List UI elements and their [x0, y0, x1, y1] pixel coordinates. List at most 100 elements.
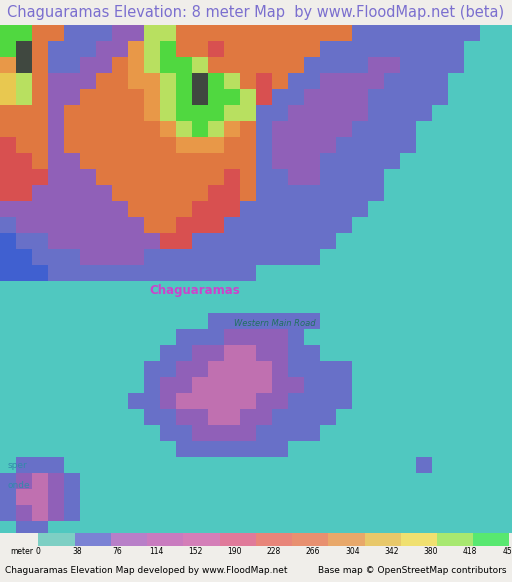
- Bar: [96, 377, 112, 393]
- Bar: [256, 329, 272, 345]
- Bar: [352, 505, 368, 521]
- Bar: [144, 185, 160, 201]
- Bar: [80, 217, 96, 233]
- Bar: [240, 105, 256, 121]
- Bar: [368, 185, 384, 201]
- Bar: [208, 409, 224, 425]
- Bar: [288, 329, 304, 345]
- Bar: [96, 57, 112, 73]
- Bar: [224, 249, 240, 265]
- Bar: [16, 409, 32, 425]
- Bar: [416, 505, 432, 521]
- Bar: [352, 329, 368, 345]
- Bar: [112, 265, 128, 281]
- Bar: [304, 105, 320, 121]
- Bar: [272, 89, 288, 105]
- Bar: [368, 233, 384, 249]
- Bar: [320, 409, 336, 425]
- Bar: [384, 73, 400, 89]
- Bar: [320, 137, 336, 153]
- Bar: [176, 217, 192, 233]
- Bar: [32, 457, 48, 473]
- Bar: [304, 425, 320, 441]
- Bar: [80, 185, 96, 201]
- Bar: [416, 25, 432, 41]
- Bar: [432, 121, 448, 137]
- Bar: [288, 457, 304, 473]
- Bar: [496, 121, 512, 137]
- Bar: [0, 121, 16, 137]
- Bar: [192, 153, 208, 169]
- Bar: [304, 185, 320, 201]
- Bar: [48, 169, 64, 185]
- Bar: [416, 201, 432, 217]
- Bar: [80, 409, 96, 425]
- Bar: [32, 153, 48, 169]
- Bar: [496, 137, 512, 153]
- Bar: [432, 425, 448, 441]
- Bar: [336, 233, 352, 249]
- Bar: [80, 137, 96, 153]
- Bar: [256, 281, 272, 297]
- Bar: [224, 217, 240, 233]
- Bar: [272, 457, 288, 473]
- Bar: [16, 169, 32, 185]
- Bar: [256, 41, 272, 57]
- Bar: [192, 377, 208, 393]
- Bar: [496, 265, 512, 281]
- Bar: [320, 169, 336, 185]
- Bar: [432, 393, 448, 409]
- Bar: [496, 153, 512, 169]
- Bar: [192, 489, 208, 505]
- Bar: [32, 377, 48, 393]
- Bar: [432, 329, 448, 345]
- Bar: [384, 345, 400, 361]
- Bar: [32, 425, 48, 441]
- Bar: [176, 41, 192, 57]
- Bar: [64, 313, 80, 329]
- Bar: [480, 441, 496, 457]
- Bar: [96, 297, 112, 313]
- Bar: [432, 201, 448, 217]
- Bar: [208, 505, 224, 521]
- Bar: [96, 185, 112, 201]
- Bar: [448, 297, 464, 313]
- Bar: [240, 153, 256, 169]
- Text: meter: meter: [10, 547, 33, 556]
- Bar: [64, 329, 80, 345]
- Bar: [416, 105, 432, 121]
- Bar: [464, 265, 480, 281]
- Bar: [144, 137, 160, 153]
- Bar: [176, 457, 192, 473]
- Bar: [176, 297, 192, 313]
- Bar: [400, 169, 416, 185]
- Bar: [304, 393, 320, 409]
- Bar: [240, 377, 256, 393]
- Bar: [16, 505, 32, 521]
- Bar: [352, 153, 368, 169]
- Bar: [480, 169, 496, 185]
- Bar: [208, 329, 224, 345]
- Bar: [448, 441, 464, 457]
- Bar: [224, 313, 240, 329]
- Bar: [288, 345, 304, 361]
- Bar: [480, 89, 496, 105]
- Bar: [224, 41, 240, 57]
- Bar: [432, 89, 448, 105]
- Bar: [96, 425, 112, 441]
- Bar: [176, 521, 192, 537]
- Bar: [384, 441, 400, 457]
- Bar: [32, 265, 48, 281]
- Text: 114: 114: [149, 547, 163, 556]
- Bar: [192, 89, 208, 105]
- Bar: [304, 297, 320, 313]
- Bar: [352, 441, 368, 457]
- Bar: [352, 25, 368, 41]
- Bar: [256, 345, 272, 361]
- Bar: [192, 217, 208, 233]
- Bar: [352, 233, 368, 249]
- Bar: [304, 489, 320, 505]
- Bar: [48, 505, 64, 521]
- Bar: [480, 409, 496, 425]
- Bar: [160, 169, 176, 185]
